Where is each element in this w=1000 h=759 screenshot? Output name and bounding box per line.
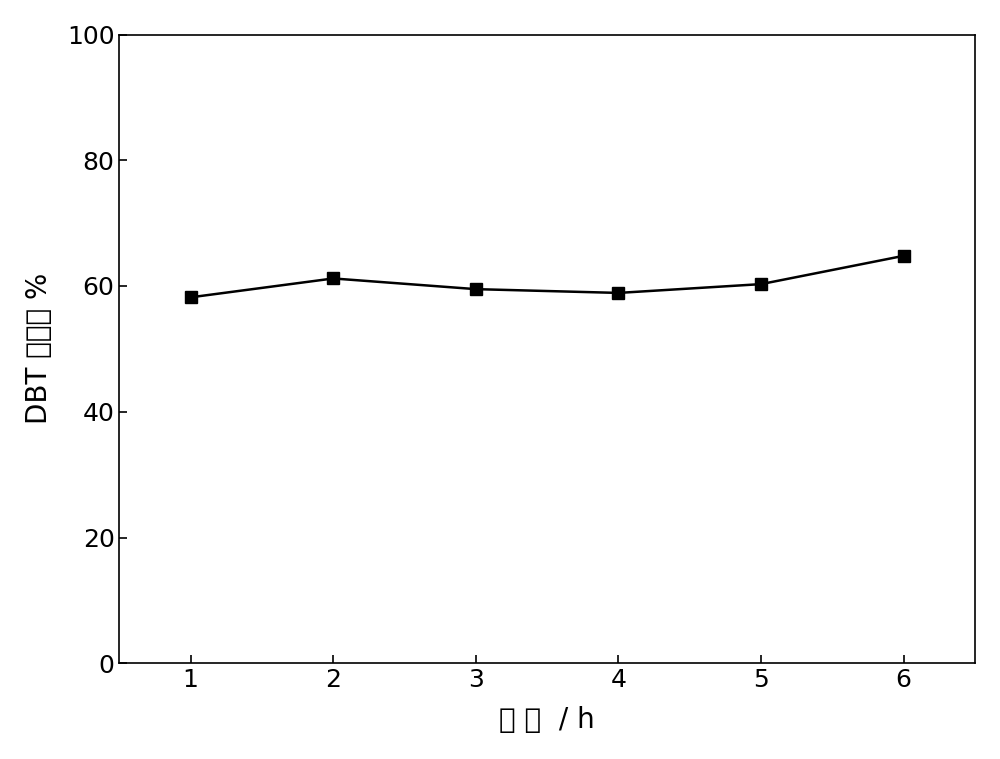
Y-axis label: DBT 转化率 %: DBT 转化率 %	[25, 273, 53, 424]
X-axis label: 时 间  / h: 时 间 / h	[499, 706, 595, 734]
